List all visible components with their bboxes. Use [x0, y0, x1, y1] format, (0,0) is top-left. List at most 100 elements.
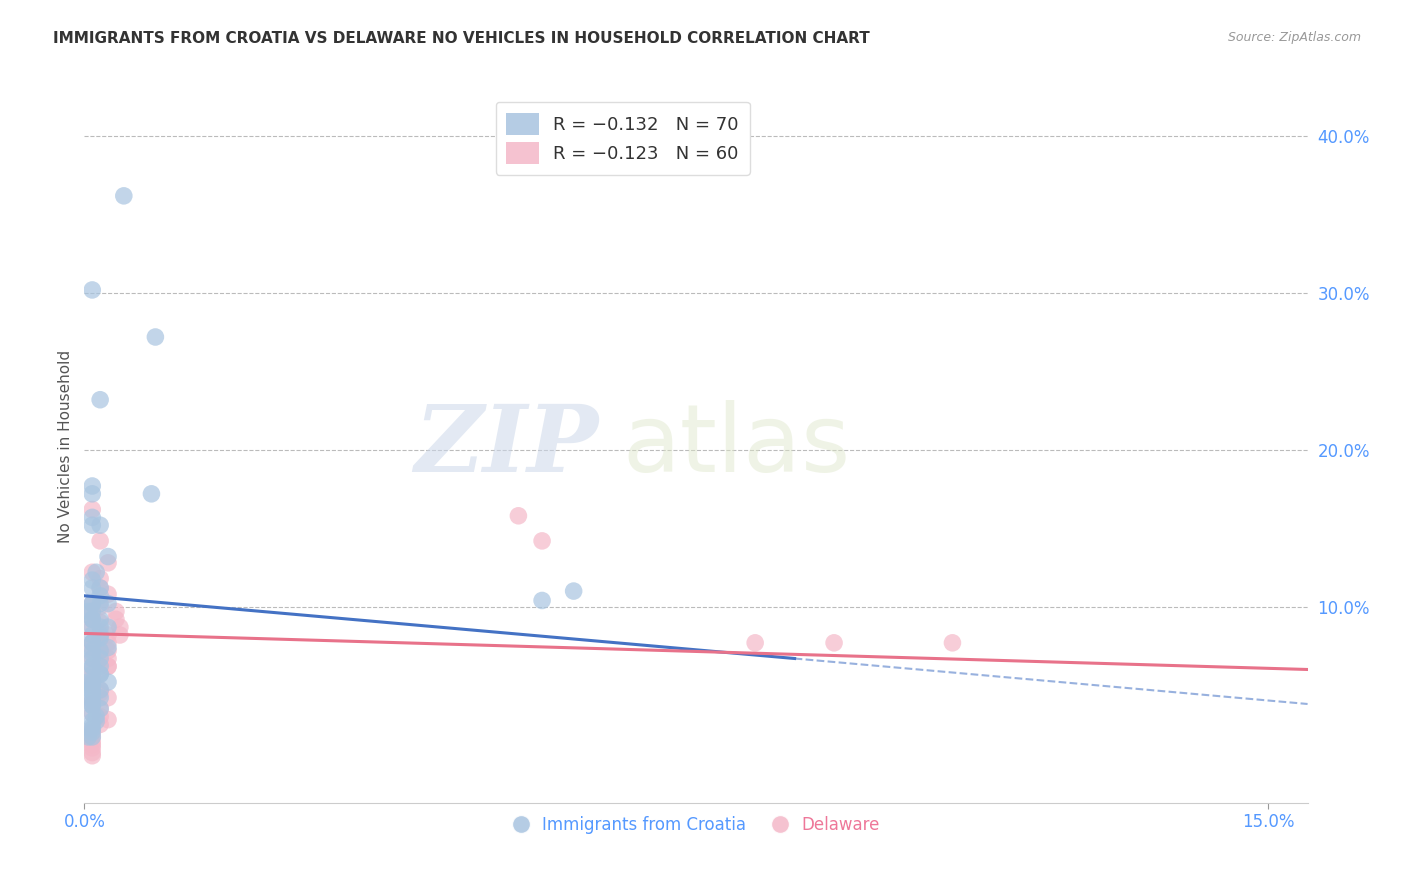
Point	[82, 659, 104, 673]
Point	[108, 628, 131, 642]
Point	[77, 604, 100, 618]
Point	[89, 643, 111, 657]
Point	[89, 665, 111, 680]
Point	[82, 670, 104, 684]
Y-axis label: No Vehicles in Household: No Vehicles in Household	[58, 350, 73, 542]
Point	[82, 518, 104, 533]
Text: IMMIGRANTS FROM CROATIA VS DELAWARE NO VEHICLES IN HOUSEHOLD CORRELATION CHART: IMMIGRANTS FROM CROATIA VS DELAWARE NO V…	[53, 31, 870, 46]
Point	[104, 604, 127, 618]
Point	[89, 620, 111, 634]
Point	[82, 725, 104, 739]
Point	[77, 730, 100, 744]
Point	[82, 730, 104, 744]
Point	[97, 587, 120, 601]
Point	[82, 694, 104, 708]
Point	[82, 667, 104, 681]
Point	[97, 675, 120, 690]
Point	[82, 636, 104, 650]
Point	[82, 628, 104, 642]
Point	[82, 651, 104, 665]
Point	[941, 636, 963, 650]
Point	[82, 686, 104, 700]
Point	[82, 734, 104, 748]
Point	[97, 713, 120, 727]
Point	[82, 730, 104, 744]
Point	[82, 748, 104, 763]
Point	[82, 675, 104, 690]
Point	[89, 682, 111, 697]
Point	[89, 682, 111, 697]
Point	[89, 392, 111, 407]
Text: Source: ZipAtlas.com: Source: ZipAtlas.com	[1227, 31, 1361, 45]
Point	[89, 647, 111, 661]
Point	[89, 631, 111, 645]
Point	[97, 597, 120, 611]
Point	[89, 599, 111, 614]
Text: ZIP: ZIP	[413, 401, 598, 491]
Point	[82, 725, 104, 739]
Point	[82, 694, 104, 708]
Point	[531, 533, 554, 548]
Point	[82, 636, 104, 650]
Point	[82, 636, 104, 650]
Point	[89, 690, 111, 705]
Point	[97, 690, 120, 705]
Point	[531, 593, 554, 607]
Point	[89, 631, 111, 645]
Point	[82, 690, 104, 705]
Point	[82, 706, 104, 721]
Point	[508, 508, 530, 523]
Point	[82, 479, 104, 493]
Point	[82, 643, 104, 657]
Point	[145, 330, 167, 344]
Point	[89, 624, 111, 639]
Point	[82, 604, 104, 618]
Point	[89, 667, 111, 681]
Point	[82, 697, 104, 711]
Point	[82, 581, 104, 595]
Point	[89, 709, 111, 723]
Point	[82, 502, 104, 516]
Point	[89, 581, 111, 595]
Point	[97, 549, 120, 564]
Point	[82, 698, 104, 713]
Point	[82, 604, 104, 618]
Point	[89, 589, 111, 603]
Point	[82, 714, 104, 729]
Point	[82, 722, 104, 736]
Point	[82, 722, 104, 736]
Point	[97, 643, 120, 657]
Point	[82, 651, 104, 665]
Point	[89, 581, 111, 595]
Point	[562, 584, 585, 599]
Point	[82, 684, 104, 698]
Point	[82, 678, 104, 692]
Point	[112, 189, 135, 203]
Point	[89, 702, 111, 716]
Point	[84, 709, 107, 723]
Point	[89, 628, 111, 642]
Point	[97, 628, 120, 642]
Point	[82, 706, 104, 721]
Point	[82, 647, 104, 661]
Point	[82, 698, 104, 713]
Point	[97, 556, 120, 570]
Point	[82, 612, 104, 626]
Point	[82, 612, 104, 626]
Point	[89, 717, 111, 731]
Point	[89, 612, 111, 626]
Point	[82, 597, 104, 611]
Point	[89, 518, 111, 533]
Point	[82, 620, 104, 634]
Point	[97, 620, 120, 634]
Point	[84, 566, 107, 580]
Point	[82, 620, 104, 634]
Point	[82, 740, 104, 755]
Point	[89, 643, 111, 657]
Point	[82, 487, 104, 501]
Point	[84, 714, 107, 729]
Point	[97, 659, 120, 673]
Point	[97, 651, 120, 665]
Point	[89, 686, 111, 700]
Point	[89, 657, 111, 671]
